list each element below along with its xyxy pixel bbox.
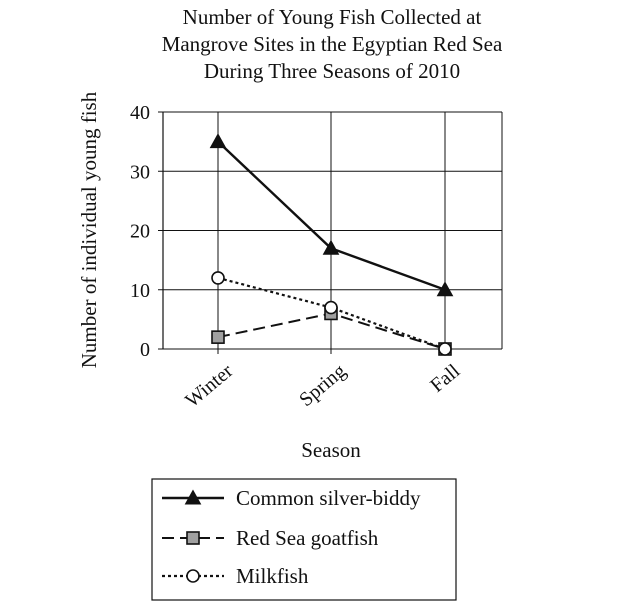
legend-marker-common-silver-biddy (184, 489, 202, 505)
legend-label-common-silver-biddy: Common silver-biddy (236, 486, 421, 510)
legend: Common silver-biddy Red Sea goatfish Milkf… (151, 478, 457, 601)
data-point-common-silver-biddy-spring (322, 239, 340, 255)
chart-title: Number of Young Fish Collected at Mangro… (162, 5, 503, 83)
y-tick-label-40: 40 (130, 102, 150, 124)
data-point-common-silver-biddy-winter (209, 133, 227, 149)
data-point-red-sea-goatfish-winter (211, 330, 225, 344)
data-point-common-silver-biddy-fall (436, 281, 454, 297)
y-tick-label-10: 10 (130, 280, 150, 302)
chart-title-line-2: Mangrove Sites in the Egyptian Red Sea (162, 32, 503, 56)
x-tick-label-winter: Winter (181, 360, 237, 412)
y-tick-label-0: 0 (140, 339, 150, 361)
legend-items: Common silver-biddy Red Sea goatfish Milkf… (162, 486, 421, 588)
legend-marker-milkfish (186, 569, 200, 583)
x-axis-label: Season (301, 438, 361, 462)
chart-title-line-3: During Three Seasons of 2010 (204, 59, 460, 83)
x-tick-label-spring: Spring (295, 360, 350, 411)
y-axis-label: Number of individual young fish (77, 91, 101, 368)
legend-label-milkfish: Milkfish (236, 564, 309, 588)
legend-label-red-sea-goatfish: Red Sea goatfish (236, 526, 379, 550)
legend-box (151, 478, 457, 601)
x-tick-label-fall: Fall (426, 360, 464, 397)
data-point-milkfish-winter (211, 271, 225, 285)
y-tick-label-30: 30 (130, 161, 150, 183)
data-point-milkfish-fall (438, 342, 452, 356)
y-tick-label-20: 20 (130, 221, 150, 243)
chart-title-line-1: Number of Young Fish Collected at (183, 5, 482, 29)
plot-area: 0 10 20 30 40 Winter Spring Fall (130, 102, 503, 412)
legend-marker-red-sea-goatfish (186, 531, 200, 545)
data-point-milkfish-spring (324, 300, 338, 315)
